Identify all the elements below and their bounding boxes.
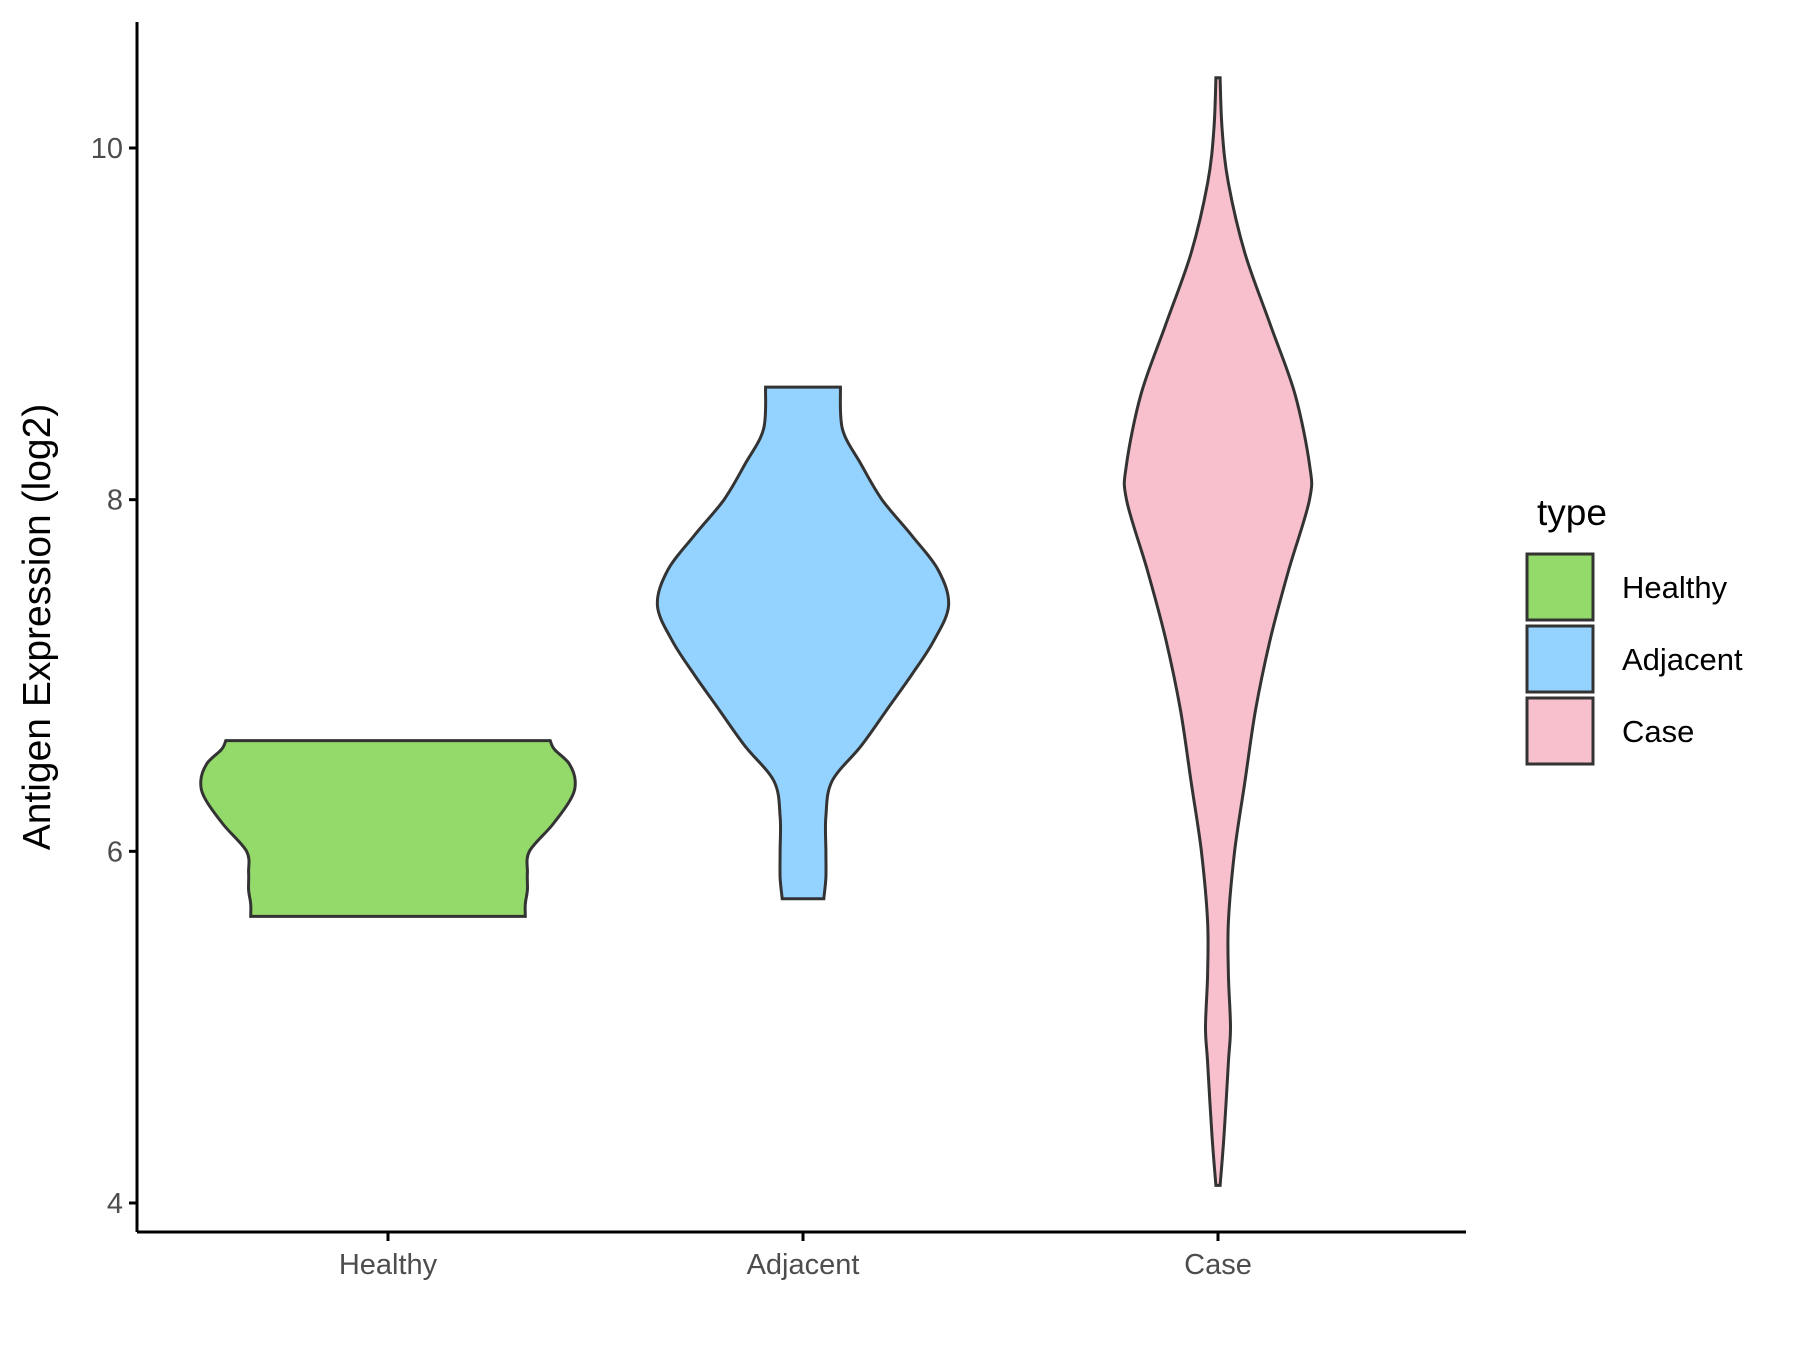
y-tick-label: 10 [91, 133, 123, 165]
legend-key-case [1525, 696, 1595, 766]
x-tick-label: Healthy [339, 1249, 438, 1281]
legend-key-healthy [1525, 552, 1595, 622]
violin-layer [199, 76, 1314, 1187]
legend-label-healthy: Healthy [1622, 570, 1728, 605]
legend-label-adjacent: Adjacent [1622, 642, 1743, 677]
legend-key-adjacent [1525, 624, 1595, 694]
x-tick-label: Case [1184, 1249, 1252, 1281]
y-axis-title: Antigen Expression (log2) [16, 404, 59, 851]
violin-case [1122, 76, 1314, 1187]
legend-title: type [1537, 492, 1607, 533]
legend-label-case: Case [1622, 714, 1694, 749]
violin-adjacent [655, 385, 951, 901]
violin-healthy [199, 739, 577, 918]
y-ticks: 4 6 8 10 [91, 133, 137, 1220]
x-ticks: Healthy Adjacent Case [339, 1232, 1252, 1281]
y-tick-label: 6 [107, 836, 123, 868]
legend-items: Healthy Adjacent Case [1525, 552, 1743, 766]
y-tick-label: 4 [107, 1188, 123, 1220]
x-tick-label: Adjacent [747, 1249, 860, 1281]
y-tick-label: 8 [107, 485, 123, 517]
legend: type Healthy Adjacent Case [1525, 492, 1743, 766]
